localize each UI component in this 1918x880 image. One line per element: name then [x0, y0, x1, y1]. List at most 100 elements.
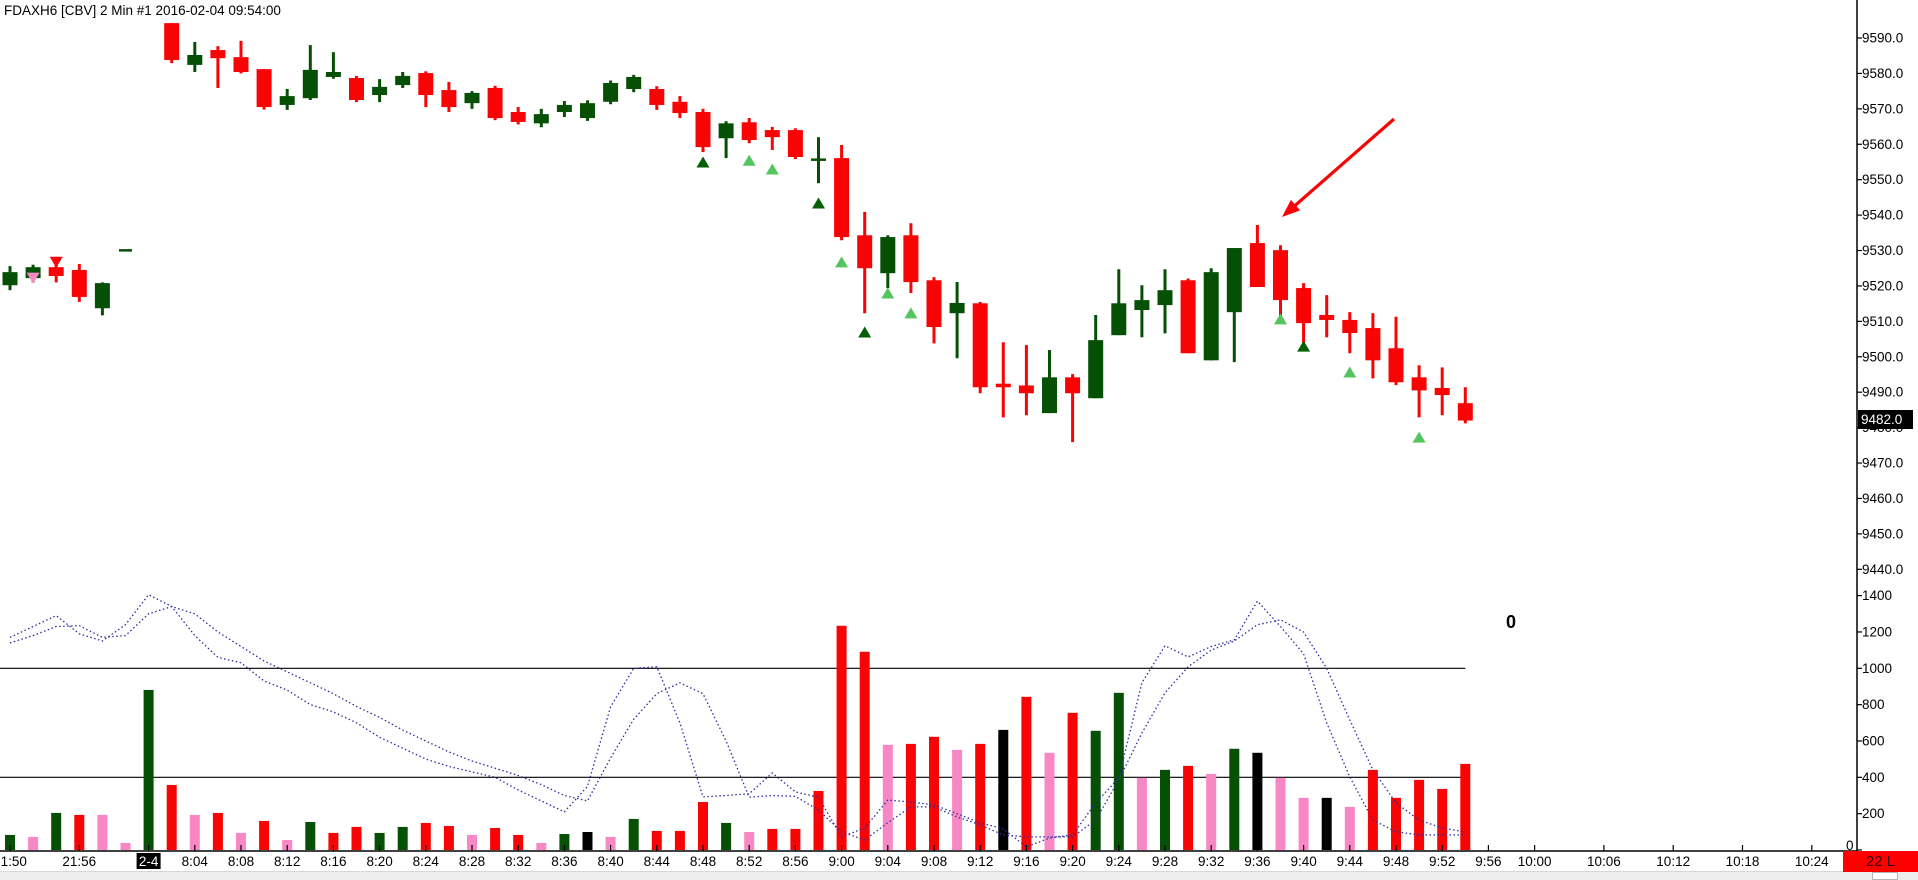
candle-body [1457, 403, 1473, 421]
time-axis-label: 9:24 [1106, 854, 1133, 869]
candle-body [857, 235, 873, 269]
candle-body [1411, 377, 1427, 391]
time-axis-label: 9:16 [1013, 854, 1039, 869]
volume-bar [1275, 777, 1286, 850]
candle-body [1365, 328, 1381, 361]
candle-body [302, 69, 318, 99]
time-axis-label: 9:44 [1337, 854, 1364, 869]
candle-body [787, 130, 803, 158]
candle-body [71, 270, 87, 297]
volume-bar [443, 826, 454, 850]
time-axis-label: 21:56 [62, 854, 96, 869]
time-axis-label: 8:16 [320, 854, 346, 869]
time-axis-label: 8:24 [413, 854, 440, 869]
signal-up-triangle [1297, 340, 1311, 352]
volume-bar [975, 743, 986, 850]
volume-bar [605, 836, 616, 850]
indicator-axis-label: 1000 [1862, 661, 1892, 676]
candle-body [1134, 300, 1150, 311]
volume-bar [1344, 806, 1355, 850]
last-price-badge: 9482.0 [1858, 410, 1913, 429]
volume-bar [397, 826, 408, 850]
price-axis-label: 9540.0 [1862, 208, 1903, 223]
time-axis-label: 9:28 [1152, 854, 1178, 869]
time-axis-label: 8:08 [228, 854, 254, 869]
signal-up-triangle [904, 307, 918, 319]
price-axis-label: 9440.0 [1862, 562, 1903, 577]
candle-body [1065, 377, 1081, 394]
time-axis-label: 8:12 [274, 854, 300, 869]
time-axis-label: 9:40 [1290, 854, 1316, 869]
time-axis-label: 8:44 [644, 854, 671, 869]
candle-body [1111, 303, 1127, 336]
time-axis-label: 10:00 [1518, 854, 1552, 869]
volume-bar [651, 830, 662, 850]
candle-body [926, 280, 942, 328]
chart-title: FDAXH6 [CBV] 2 Min #1 2016-02-04 09:54:0… [4, 3, 281, 18]
annotation-arrow-head [1282, 199, 1301, 217]
candle-body [48, 267, 64, 277]
signal-up-triangle [881, 287, 895, 299]
volume-bar [674, 830, 685, 850]
candle-body [1249, 243, 1265, 288]
volume-bar [790, 828, 801, 850]
volume-bar [1113, 692, 1124, 850]
scrollbar-thumb[interactable] [1872, 872, 1898, 880]
candle-body [949, 302, 965, 314]
volume-bar [1206, 773, 1217, 850]
price-axis-label: 9520.0 [1862, 278, 1903, 293]
volume-bar [1298, 797, 1309, 850]
volume-bar [1437, 788, 1448, 850]
candle-body [1042, 377, 1057, 414]
volume-bar [1460, 763, 1471, 850]
candle-body [210, 50, 226, 59]
volume-bar [212, 812, 223, 850]
volume-bar [1044, 752, 1055, 850]
volume-bar [166, 784, 177, 850]
candle-body [649, 89, 665, 105]
time-axis-label: 10:06 [1587, 854, 1621, 869]
signal-up-triangle [696, 156, 710, 168]
time-axis-label: 10:12 [1656, 854, 1690, 869]
candle-body [603, 82, 619, 102]
price-axis-label: 9450.0 [1862, 526, 1903, 541]
indicator-axis-label: 400 [1862, 770, 1885, 785]
volume-bar [1021, 696, 1032, 850]
volume-bar [698, 802, 708, 850]
time-axis-label: 9:20 [1059, 854, 1085, 869]
volume-bar [374, 832, 385, 850]
time-axis-label: 9:00 [828, 854, 854, 869]
candle-body [187, 55, 203, 65]
candle-body [256, 69, 272, 108]
volume-bar [582, 832, 593, 850]
candle-body [233, 57, 249, 73]
volume-bar [351, 826, 362, 850]
volume-bar [1321, 797, 1332, 850]
volume-bar [536, 842, 547, 850]
volume-bar [236, 832, 246, 850]
volume-bar [882, 744, 893, 850]
session-date-label-bg [136, 853, 161, 869]
indicator-axis-label: 1400 [1862, 588, 1892, 603]
candle-body [556, 104, 572, 113]
time-axis-label: 9:04 [875, 854, 902, 869]
candle-body [903, 235, 919, 283]
volume-bar [1252, 752, 1263, 850]
candle-body [464, 92, 480, 104]
volume-bar [998, 729, 1009, 850]
oscillator-line-slow [9, 605, 1466, 841]
volume-bar [1136, 777, 1147, 850]
volume-bar [559, 834, 570, 850]
candle-body [533, 114, 549, 124]
candle-body [94, 283, 110, 309]
time-axis-label: 21:50 [0, 854, 27, 869]
signal-up-triangle [835, 256, 849, 268]
time-axis-label: 8:52 [736, 854, 762, 869]
volume-bar [1229, 748, 1240, 850]
time-axis-label: 9:56 [1475, 854, 1501, 869]
candle-body [1203, 272, 1219, 361]
zero-annotation: 0 [1506, 612, 1517, 632]
volume-bar [305, 822, 316, 850]
